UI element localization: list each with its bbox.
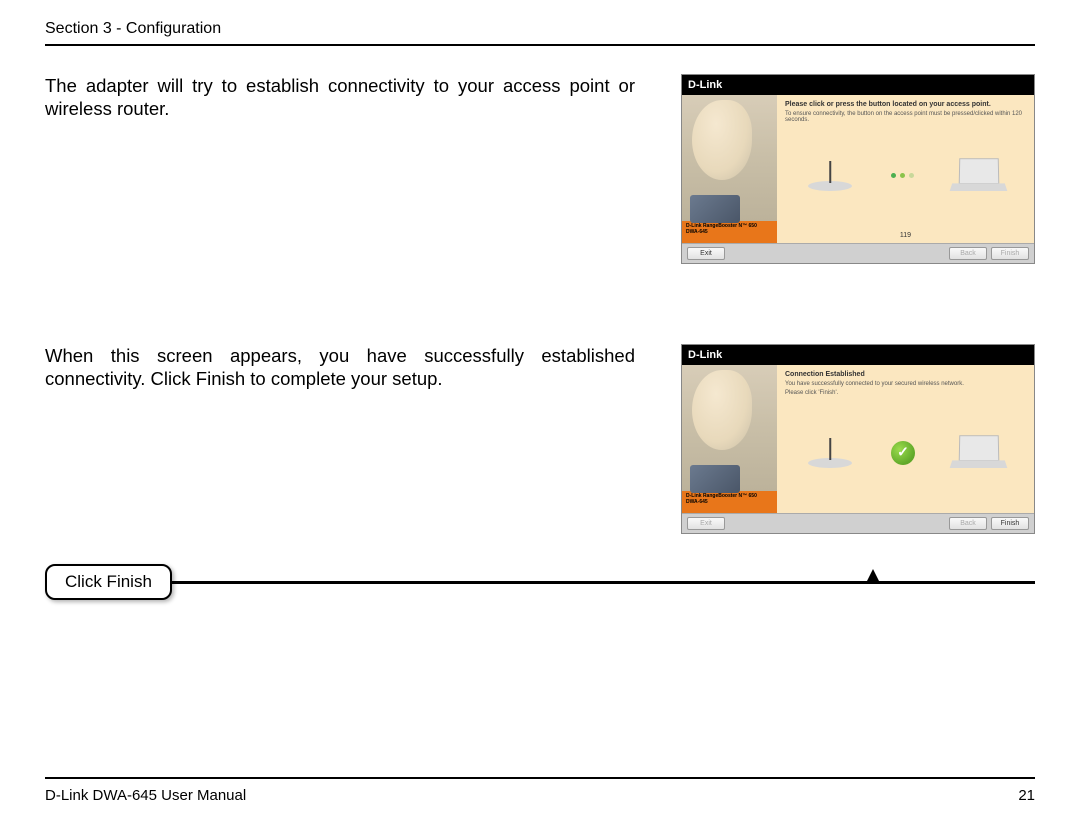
page-footer: D-Link DWA-645 User Manual 21 <box>45 777 1035 804</box>
ss1-left-image: D-Link RangeBooster N™ 650 DWA-645 <box>682 95 777 243</box>
step1-row: The adapter will try to establish connec… <box>45 74 1035 264</box>
router-icon <box>805 438 855 468</box>
ss2-msg-sub2: Please click 'Finish'. <box>785 390 1026 396</box>
ss2-product-line2: DWA-645 <box>686 499 773 505</box>
connection-dots-icon <box>891 173 914 178</box>
ss2-right-panel: Connection Established You have successf… <box>777 365 1034 513</box>
ss1-footer: Exit Back Finish <box>682 243 1034 263</box>
step1-screenshot-col: D-Link D-Link RangeBooster N™ 650 DWA-64… <box>681 74 1035 264</box>
ss2-brand: D-Link <box>688 349 722 361</box>
ss1-body: D-Link RangeBooster N™ 650 DWA-645 Pleas… <box>682 95 1034 243</box>
footer-page: 21 <box>1018 787 1035 804</box>
step1-screenshot: D-Link D-Link RangeBooster N™ 650 DWA-64… <box>681 74 1035 264</box>
ss2-body: D-Link RangeBooster N™ 650 DWA-645 Conne… <box>682 365 1034 513</box>
ss2-product-band: D-Link RangeBooster N™ 650 DWA-645 <box>682 491 777 513</box>
ss2-exit-button[interactable]: Exit <box>687 517 725 530</box>
ss1-devices <box>777 129 1034 232</box>
ss1-titlebar: D-Link <box>682 75 1034 95</box>
step2-text: When this screen appears, you have succe… <box>45 344 635 390</box>
ss1-msg-title: Please click or press the button located… <box>785 101 1026 108</box>
ss2-footer: Exit Back Finish <box>682 513 1034 533</box>
callout-label: Click Finish <box>65 572 152 591</box>
section-label: Section 3 - Configuration <box>45 20 221 37</box>
check-icon <box>891 441 915 465</box>
ss1-brand: D-Link <box>688 79 722 91</box>
callout-line <box>172 581 1035 584</box>
ss2-back-button[interactable]: Back <box>949 517 987 530</box>
step2-screenshot: D-Link D-Link RangeBooster N™ 650 DWA-64… <box>681 344 1035 534</box>
laptop-icon <box>951 158 1006 193</box>
ss2-message: Connection Established You have successf… <box>777 365 1034 402</box>
ss2-devices <box>777 402 1034 513</box>
footer-manual: D-Link DWA-645 User Manual <box>45 787 246 804</box>
ss2-msg-sub1: You have successfully connected to your … <box>785 381 1026 387</box>
ss2-left-image: D-Link RangeBooster N™ 650 DWA-645 <box>682 365 777 513</box>
ss1-msg-sub: To ensure connectivity, the button on th… <box>785 111 1026 123</box>
ss1-product-band: D-Link RangeBooster N™ 650 DWA-645 <box>682 221 777 243</box>
callout-pill: Click Finish <box>45 564 172 600</box>
step2-screenshot-col: D-Link D-Link RangeBooster N™ 650 DWA-64… <box>681 344 1035 534</box>
ss2-titlebar: D-Link <box>682 345 1034 365</box>
router-icon <box>805 161 855 191</box>
step2-row: When this screen appears, you have succe… <box>45 344 1035 534</box>
ss2-msg-title: Connection Established <box>785 371 1026 378</box>
ss1-product-line2: DWA-645 <box>686 229 773 235</box>
ss1-countdown: 119 <box>777 232 1034 243</box>
ss1-exit-button[interactable]: Exit <box>687 247 725 260</box>
ss1-back-button[interactable]: Back <box>949 247 987 260</box>
ss2-finish-button[interactable]: Finish <box>991 517 1029 530</box>
callout-arrow-icon <box>867 569 879 581</box>
ss1-finish-button[interactable]: Finish <box>991 247 1029 260</box>
step1-text: The adapter will try to establish connec… <box>45 74 635 120</box>
section-header: Section 3 - Configuration <box>45 20 1035 46</box>
ss1-message: Please click or press the button located… <box>777 95 1034 129</box>
ss1-right-panel: Please click or press the button located… <box>777 95 1034 243</box>
laptop-icon <box>951 435 1006 470</box>
callout-row: Click Finish <box>45 564 1035 600</box>
